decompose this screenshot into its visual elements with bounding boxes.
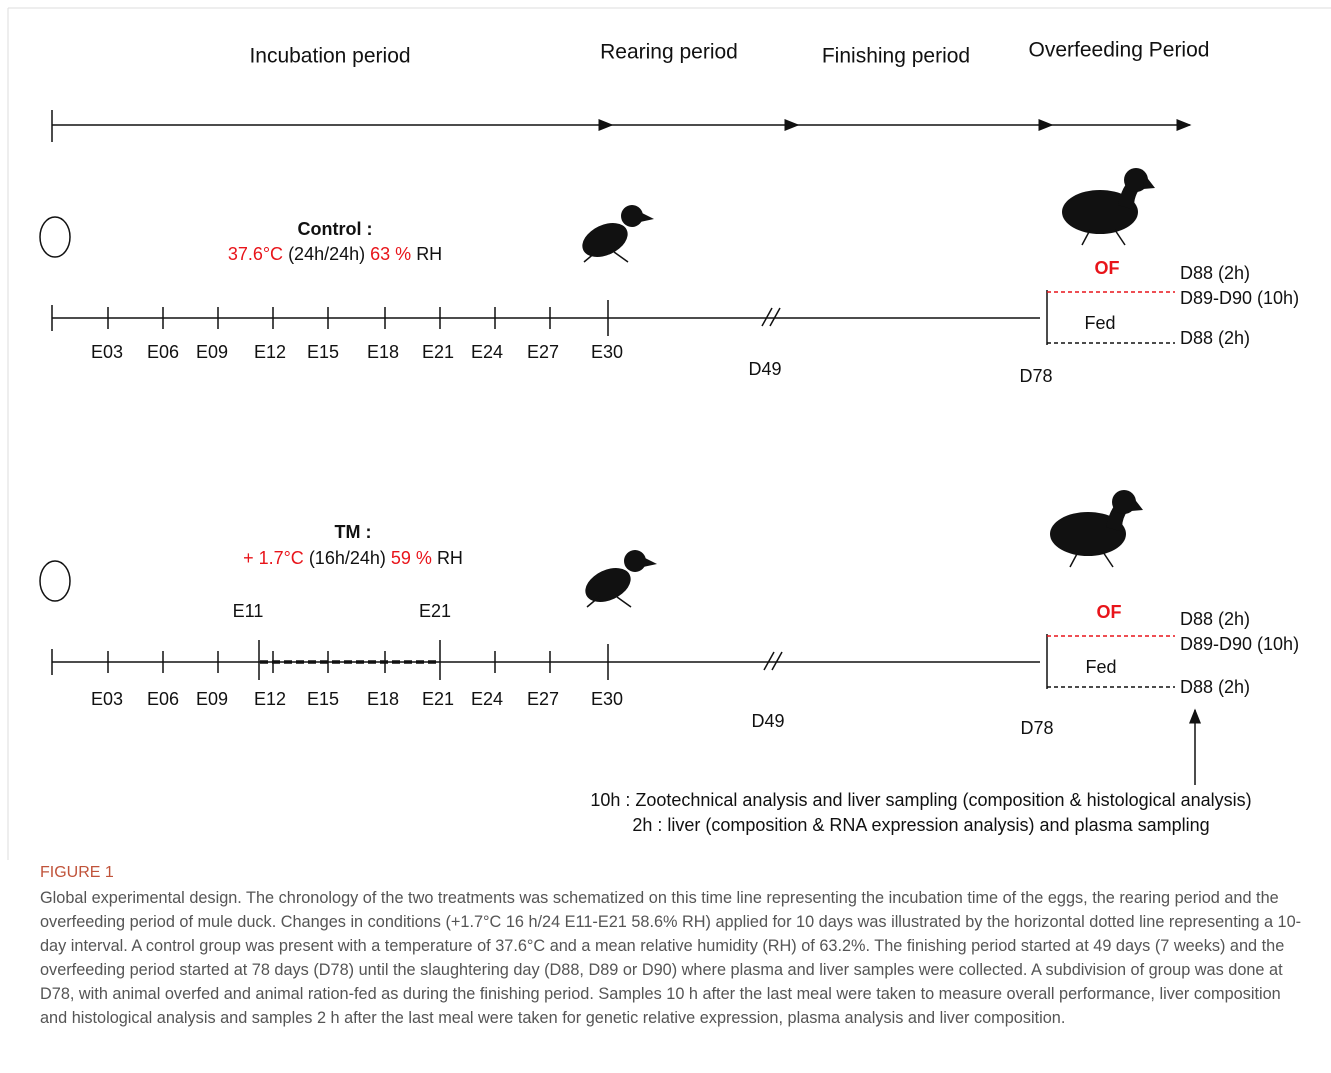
figure-caption: Global experimental design. The chronolo… (40, 889, 1302, 1027)
tick-label: E18 (367, 342, 399, 362)
tick-label: E30 (591, 689, 623, 709)
day-label: D78 (1019, 366, 1052, 386)
tick-label: E27 (527, 342, 559, 362)
fed-label: Fed (1085, 657, 1116, 677)
marker-label: E21 (419, 601, 451, 621)
fed-label: Fed (1084, 313, 1115, 333)
tick-label: E18 (367, 689, 399, 709)
tick-label: E21 (422, 689, 454, 709)
tick-label: E12 (254, 342, 286, 362)
marker-label: E11 (233, 601, 264, 621)
tick-label: E09 (196, 342, 228, 362)
figure-label: FIGURE 1 (40, 864, 114, 881)
diagram: Incubation period Rearing period Finishi… (7, 7, 1331, 860)
day-label: D78 (1020, 718, 1053, 738)
tick-label: E27 (527, 689, 559, 709)
day-label: D49 (751, 711, 784, 731)
conditions: + 1.7°C (16h/24h) 59 % RH (243, 548, 463, 568)
outcome: D88 (2h) (1180, 609, 1250, 629)
tick-label: E06 (147, 342, 179, 362)
outcome: D88 (2h) (1180, 328, 1250, 348)
tick-label: E09 (196, 689, 228, 709)
timeline (51, 290, 1175, 345)
period-label: Finishing period (822, 45, 970, 68)
duckling (585, 550, 657, 608)
tick-label: E06 (147, 689, 179, 709)
group-label: TM : (335, 522, 372, 542)
day-label: D49 (748, 359, 781, 379)
outcome: D89-D90 (10h) (1180, 634, 1299, 654)
period-arrow (51, 110, 1192, 142)
period-label: Rearing period (600, 41, 738, 64)
tick-label: E30 (591, 342, 623, 362)
duck (1062, 168, 1155, 246)
duckling (582, 205, 654, 263)
period-label: Overfeeding Period (1029, 39, 1210, 62)
note: 2h : liver (composition & RNA expression… (632, 815, 1209, 835)
tick-label: E12 (254, 689, 286, 709)
tick-label: E15 (307, 689, 339, 709)
outcome: D89-D90 (10h) (1180, 288, 1299, 308)
tick-label: E24 (471, 342, 503, 362)
timeline (51, 634, 1201, 785)
period-label: Incubation period (249, 45, 410, 68)
tick-label: E03 (91, 342, 123, 362)
duck (1050, 490, 1143, 568)
egg (39, 560, 71, 602)
outcome: D88 (2h) (1180, 677, 1250, 697)
tick-label: E15 (307, 342, 339, 362)
of-label: OF (1097, 602, 1122, 622)
group-label: Control : (298, 219, 373, 239)
outcome: D88 (2h) (1180, 263, 1250, 283)
egg (39, 216, 71, 258)
tick-label: E21 (422, 342, 454, 362)
conditions: 37.6°C (24h/24h) 63 % RH (228, 244, 442, 264)
tick-label: E03 (91, 689, 123, 709)
of-label: OF (1095, 258, 1120, 278)
note: 10h : Zootechnical analysis and liver sa… (590, 790, 1251, 810)
tick-label: E24 (471, 689, 503, 709)
